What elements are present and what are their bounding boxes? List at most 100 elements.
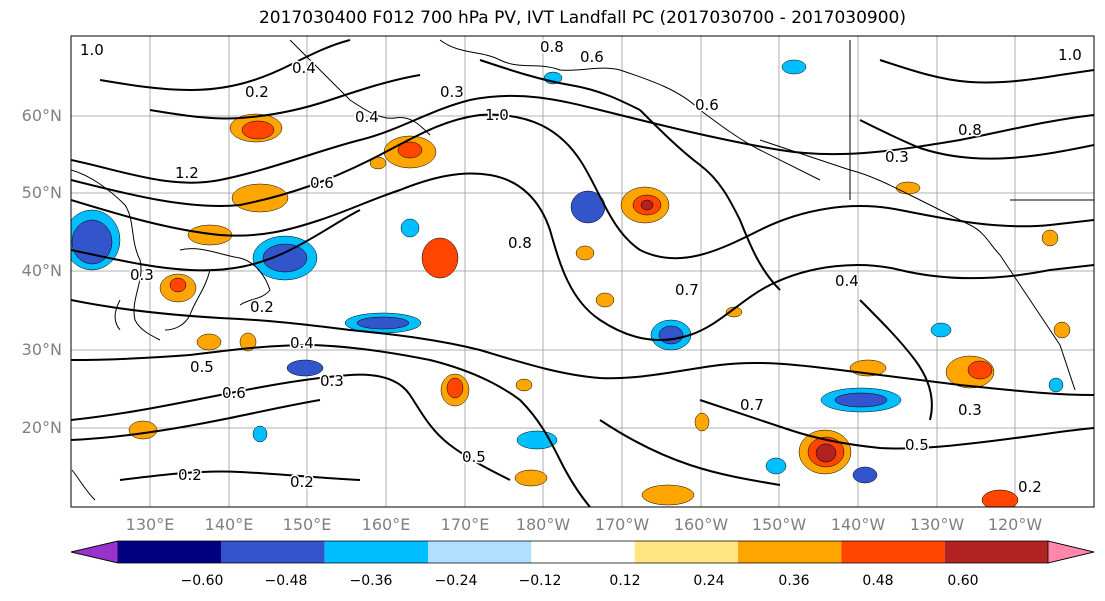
colorbar-swatch xyxy=(324,541,428,563)
colorbar xyxy=(70,540,1095,564)
pos-anomaly xyxy=(1053,321,1071,339)
pos-anomaly xyxy=(981,489,1019,507)
contour-label: 0.6 xyxy=(695,96,719,114)
neg-anomaly xyxy=(781,59,807,75)
colorbar-tick-label: 0.36 xyxy=(778,573,810,589)
colorbar-swatch xyxy=(841,541,945,563)
contour-label: 0.5 xyxy=(462,448,486,466)
contour-label: 0.2 xyxy=(290,473,314,491)
colorbar-tick-label: 0.48 xyxy=(862,573,894,589)
contour-labels: 1.0 0.4 0.2 0.8 0.6 0.3 1.0 0.4 1.2 0.6 0.3 0.8 0.6 1… xyxy=(79,37,1084,498)
contour-label: 0.6 xyxy=(310,174,334,192)
map-title: 2017030400 F012 700 hPa PV, IVT Landfall… xyxy=(258,8,906,28)
lon-label: 170°W xyxy=(594,515,650,534)
contour-label: 0.3 xyxy=(885,148,909,166)
pos-anomaly xyxy=(640,199,654,211)
lon-label: 150°E xyxy=(282,515,332,534)
colorbar-tick-label: −0.24 xyxy=(434,573,478,589)
contour-label: 0.3 xyxy=(440,83,464,101)
contour-label: 1.2 xyxy=(175,164,199,182)
pos-anomaly xyxy=(421,237,459,279)
shaded-anomalies xyxy=(71,59,1071,507)
pos-anomaly xyxy=(641,484,695,506)
lon-label: 140°E xyxy=(204,515,254,534)
lon-label: 160°E xyxy=(361,515,411,534)
contour-label: 0.3 xyxy=(320,372,344,390)
neg-anomaly xyxy=(852,466,878,484)
pos-anomaly xyxy=(128,420,158,440)
neg-anomaly xyxy=(1048,377,1064,393)
lon-label: 130°W xyxy=(909,515,965,534)
lat-label: 50°N xyxy=(21,183,62,202)
contour-label: 0.6 xyxy=(222,384,246,402)
neg-anomaly xyxy=(252,425,268,443)
lon-label: 120°W xyxy=(987,515,1043,534)
colorbar-swatch xyxy=(428,541,532,563)
contour-label: 0.3 xyxy=(958,401,982,419)
lon-label: 170°E xyxy=(440,515,490,534)
pos-anomaly xyxy=(725,306,743,318)
lat-label: 20°N xyxy=(21,418,62,437)
pos-anomaly xyxy=(575,245,595,261)
lon-label: 180°W xyxy=(515,515,571,534)
colorbar-tick-label: −0.48 xyxy=(264,573,308,589)
colorbar-swatch xyxy=(531,541,635,563)
pos-anomaly xyxy=(895,181,921,195)
pv-contours xyxy=(71,39,1094,507)
contour-label: 0.7 xyxy=(740,396,764,414)
pos-anomaly xyxy=(1041,229,1059,247)
pos-anomaly xyxy=(515,378,533,392)
contour-label: 0.8 xyxy=(508,234,532,252)
pos-anomaly xyxy=(446,377,464,399)
colorbar-tick-label: −0.60 xyxy=(180,573,224,589)
neg-anomaly xyxy=(400,218,420,238)
contour-label: 0.5 xyxy=(190,358,214,376)
lat-label: 30°N xyxy=(21,340,62,359)
lon-label: 150°W xyxy=(751,515,807,534)
contour-label: 1.0 xyxy=(485,106,509,124)
neg-anomaly xyxy=(834,392,888,408)
colorbar-swatch xyxy=(221,541,325,563)
pos-anomaly xyxy=(231,183,289,213)
pos-anomaly xyxy=(514,469,548,487)
colorbar-swatch xyxy=(118,541,222,563)
colorbar-swatch xyxy=(738,541,842,563)
map-area xyxy=(71,36,1094,507)
pos-anomaly xyxy=(169,277,187,293)
contour-label: 0.3 xyxy=(130,266,154,284)
colorbar-tick-label: 0.12 xyxy=(609,573,641,589)
colorbar-tick-label: −0.36 xyxy=(349,573,393,589)
contour-label: 0.4 xyxy=(292,59,316,77)
lat-label: 40°N xyxy=(21,261,62,280)
lat-label: 60°N xyxy=(21,106,62,125)
neg-anomaly xyxy=(356,316,410,330)
pos-anomaly xyxy=(196,333,222,351)
coastlines xyxy=(71,39,1094,501)
neg-anomaly xyxy=(286,359,324,377)
pos-anomaly xyxy=(241,120,275,140)
pos-anomaly xyxy=(397,141,423,159)
colorbar-tick-label: 0.24 xyxy=(693,573,725,589)
contour-label: 0.4 xyxy=(835,272,859,290)
contour-label: 1.0 xyxy=(1058,46,1082,64)
neg-anomaly xyxy=(516,430,558,450)
colorbar-outline xyxy=(70,540,1095,564)
neg-anomaly xyxy=(658,325,684,345)
contour-label: 0.4 xyxy=(290,334,314,352)
contour-label: 0.6 xyxy=(580,48,604,66)
colorbar-tick-label: 0.60 xyxy=(947,573,979,589)
contour-label: 0.2 xyxy=(250,298,274,316)
contour-label: 0.2 xyxy=(178,466,202,484)
neg-anomaly xyxy=(930,322,952,338)
pos-anomaly xyxy=(815,443,837,463)
lon-label: 140°W xyxy=(830,515,886,534)
pos-anomaly xyxy=(239,332,257,352)
contour-label: 0.2 xyxy=(245,83,269,101)
colorbar-extend-min xyxy=(70,540,119,564)
neg-anomaly xyxy=(262,243,308,273)
contour-label: 0.2 xyxy=(1018,478,1042,496)
pos-anomaly xyxy=(967,360,993,380)
contour-label: 1.0 xyxy=(80,41,104,59)
pos-anomaly xyxy=(694,412,710,432)
